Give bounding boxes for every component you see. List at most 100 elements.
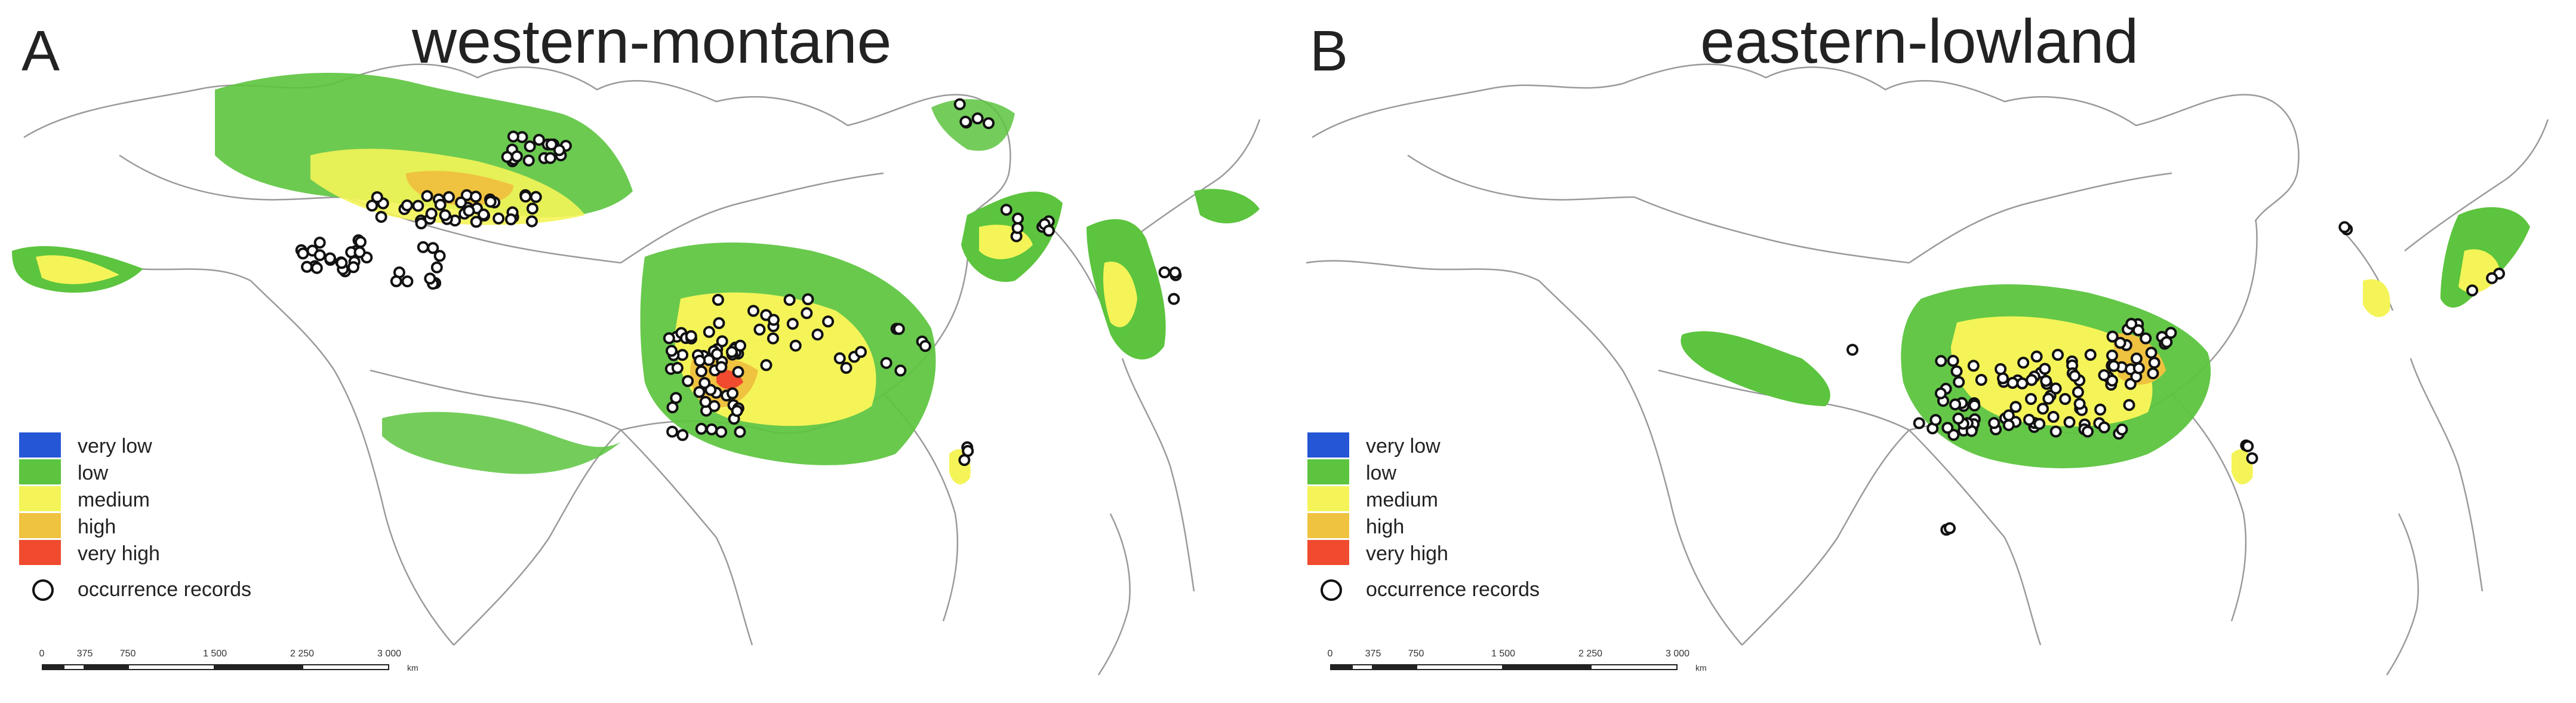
occurrence-marker xyxy=(297,247,309,260)
occurrence-marker xyxy=(1011,222,1024,234)
legend-label: very high xyxy=(1366,542,1448,565)
occurrence-marker xyxy=(2002,409,2015,422)
occurrence-marker xyxy=(2106,330,2119,343)
scale-segment xyxy=(85,664,128,670)
occurrence-marker xyxy=(699,395,712,408)
occurrence-marker xyxy=(525,215,538,228)
occurrence-marker xyxy=(2132,362,2145,374)
scale-tick: 1 500 xyxy=(202,649,227,659)
legend-swatch xyxy=(1307,459,1349,484)
legend-label: occurrence records xyxy=(1366,578,1540,601)
occurrence-marker xyxy=(2094,403,2107,416)
occurrence-marker xyxy=(2466,284,2479,297)
occurrence-marker xyxy=(1934,387,1947,400)
map-panel-a: A western-montane very low low medium hi… xyxy=(12,7,1261,683)
occurrence-marker xyxy=(533,134,545,146)
occurrence-marker xyxy=(2486,272,2498,284)
occurrence-marker xyxy=(2069,370,2081,382)
scale-bar: 0 375 750 1 500 2 250 3 000 km xyxy=(39,647,418,683)
occurrence-marker xyxy=(2006,377,2019,389)
occurrence-marker xyxy=(2338,221,2351,234)
occurrence-marker xyxy=(2072,386,2084,398)
occurrence-marker xyxy=(478,208,490,221)
occurrence-marker xyxy=(2098,421,2110,434)
occurrence-marker xyxy=(801,307,813,320)
scale-unit: km xyxy=(407,663,418,673)
occurrence-points xyxy=(295,98,1182,466)
occurrence-marker xyxy=(493,212,505,225)
occurrence-marker xyxy=(822,315,835,328)
occurrence-marker xyxy=(2049,382,2062,395)
occurrence-marker xyxy=(439,209,451,222)
occurrence-marker xyxy=(2082,425,2094,438)
occurrence-marker xyxy=(747,305,759,317)
occurrence-marker xyxy=(434,198,447,211)
occurrence-marker xyxy=(2147,367,2159,380)
occurrence-marker xyxy=(484,195,497,208)
scale-segment xyxy=(42,664,63,670)
occurrence-marker xyxy=(390,275,402,287)
occurrence-marker xyxy=(401,275,414,288)
occurrence-marker xyxy=(1012,212,1024,225)
occurrence-marker xyxy=(2106,374,2118,387)
occurrence-marker xyxy=(2049,425,2062,438)
occurrence-marker xyxy=(1968,399,1981,412)
occurrence-marker xyxy=(301,260,313,273)
scale-tick: 375 xyxy=(76,649,93,659)
occurrence-marker xyxy=(2073,398,2086,410)
occurrence-marker xyxy=(1168,293,1180,305)
occurrence-marker xyxy=(2084,349,2097,361)
occurrence-marker xyxy=(553,144,565,156)
occurrence-marker xyxy=(715,361,728,373)
occurrence-marker xyxy=(695,422,707,435)
scale-segment xyxy=(1352,664,1373,670)
occurrence-marker xyxy=(2039,363,2051,375)
scale-tick: 750 xyxy=(119,649,136,659)
occurrence-marker xyxy=(1169,266,1181,279)
occurrence-marker xyxy=(706,423,718,435)
occurrence-marker xyxy=(355,236,367,248)
occurrence-marker xyxy=(670,392,682,404)
scale-tick: 3 000 xyxy=(377,649,402,659)
occurrence-marker xyxy=(760,359,773,372)
scale-segment xyxy=(215,664,302,670)
occurrence-marker xyxy=(2063,416,2076,428)
occurrence-marker xyxy=(694,355,706,367)
occurrence-marker xyxy=(371,191,383,204)
legend-label: low xyxy=(1366,462,1397,484)
occurrence-marker xyxy=(2165,327,2177,339)
occurrence-marker xyxy=(711,348,723,360)
occurrence-marker xyxy=(2132,324,2144,336)
occurrence-marker xyxy=(786,318,799,330)
occurrence-marker xyxy=(2030,350,2043,363)
legend-label: very high xyxy=(78,542,160,565)
occurrence-marker xyxy=(789,339,802,352)
occurrence-marker xyxy=(507,130,519,143)
occurrence-marker xyxy=(442,191,455,203)
occurrence-marker xyxy=(753,323,766,336)
occurrence-marker xyxy=(524,140,536,153)
occurrence-points xyxy=(1846,221,2506,536)
occurrence-marker xyxy=(2052,349,2064,361)
legend-swatch xyxy=(19,432,61,458)
panel-title: western-montane xyxy=(412,7,892,76)
occurrence-marker xyxy=(2140,332,2152,345)
occurrence-marker xyxy=(1995,363,2007,375)
scale-segment xyxy=(1373,664,1416,670)
occurrence-marker xyxy=(412,199,424,212)
occurrence-marker xyxy=(953,98,966,110)
scale-tick: 0 xyxy=(1327,649,1333,659)
legend-label: medium xyxy=(78,489,150,511)
occurrence-marker xyxy=(313,237,326,249)
scale-segment xyxy=(63,664,85,670)
occurrence-marker xyxy=(522,154,535,167)
occurrence-marker xyxy=(2037,403,2049,415)
occurrence-marker xyxy=(1000,204,1012,216)
legend-label: occurrence records xyxy=(78,578,252,601)
occurrence-marker xyxy=(971,112,984,125)
occurrence-marker xyxy=(427,242,439,254)
occurrence-marker xyxy=(1935,355,1947,367)
occurrence-marker xyxy=(1947,355,1959,367)
occurrence-marker xyxy=(959,115,972,128)
scale-segment xyxy=(1590,664,1678,670)
